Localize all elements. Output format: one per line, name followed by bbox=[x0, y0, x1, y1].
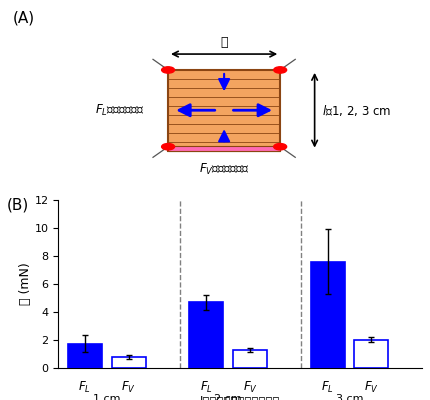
Bar bbox=[233, 350, 266, 368]
Text: (A): (A) bbox=[13, 10, 35, 26]
Text: 1 cm: 1 cm bbox=[93, 394, 120, 400]
Text: (B): (B) bbox=[6, 198, 29, 213]
X-axis label: l：ミミズ筋肉シート長さ: l：ミミズ筋肉シート長さ bbox=[200, 396, 280, 400]
Circle shape bbox=[161, 67, 174, 73]
Text: $F_V$：縦方向の力: $F_V$：縦方向の力 bbox=[199, 162, 249, 177]
Text: $F_V$: $F_V$ bbox=[242, 380, 257, 395]
Circle shape bbox=[273, 144, 286, 150]
Text: $F_L$: $F_L$ bbox=[320, 380, 333, 395]
Y-axis label: 力 (mN): 力 (mN) bbox=[18, 263, 31, 305]
Bar bbox=[310, 262, 344, 368]
Text: $F_V$: $F_V$ bbox=[363, 380, 378, 395]
Text: $F_L$：横方向の力: $F_L$：横方向の力 bbox=[95, 103, 144, 118]
Text: $F_L$: $F_L$ bbox=[200, 380, 212, 395]
Text: $l$：1, 2, 3 cm: $l$：1, 2, 3 cm bbox=[322, 103, 391, 118]
Text: $F_V$: $F_V$ bbox=[121, 380, 136, 395]
Bar bbox=[189, 302, 223, 368]
Circle shape bbox=[161, 144, 174, 150]
Text: $F_L$: $F_L$ bbox=[78, 380, 91, 395]
Text: 3 cm: 3 cm bbox=[335, 394, 362, 400]
Text: 2 cm: 2 cm bbox=[214, 394, 241, 400]
FancyBboxPatch shape bbox=[168, 70, 280, 150]
Bar bbox=[111, 357, 145, 368]
Bar bbox=[353, 340, 387, 368]
Bar bbox=[68, 344, 101, 368]
Text: 幅: 幅 bbox=[220, 36, 227, 49]
FancyBboxPatch shape bbox=[168, 146, 280, 150]
Circle shape bbox=[273, 67, 286, 73]
